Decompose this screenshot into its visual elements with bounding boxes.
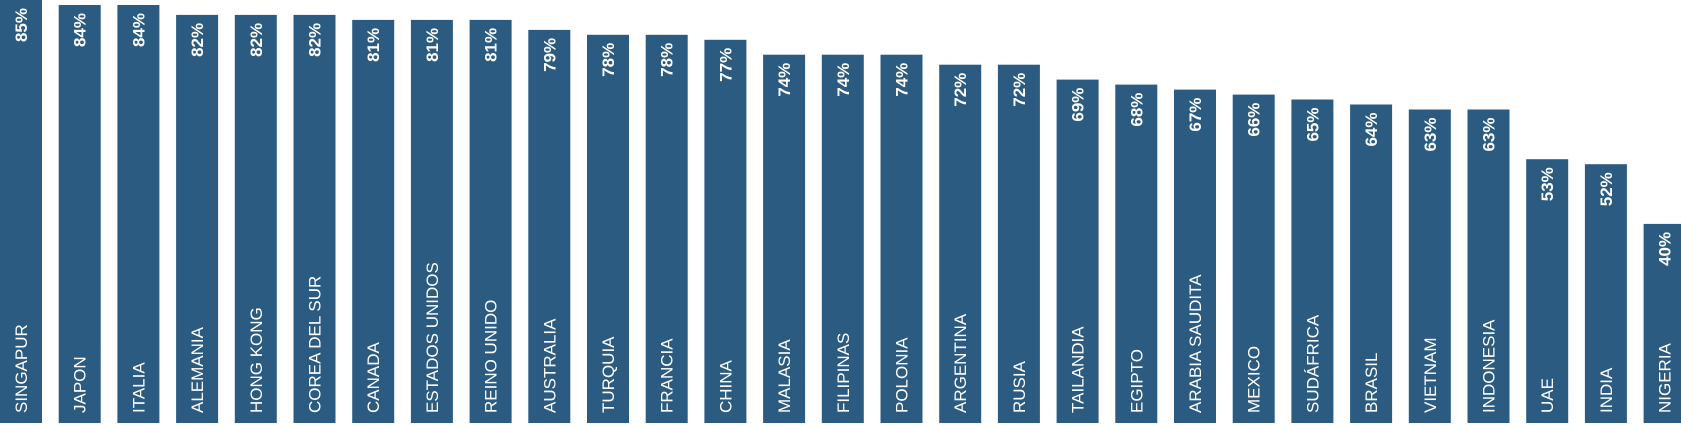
bar-brasil bbox=[1350, 104, 1393, 423]
category-label: ITALIA bbox=[129, 362, 148, 413]
bar-rusia bbox=[997, 64, 1040, 423]
category-label: POLONIA bbox=[893, 337, 912, 413]
category-label: EGIPTO bbox=[1127, 349, 1146, 413]
bar-malasia bbox=[763, 54, 806, 423]
value-label: 82% bbox=[247, 23, 266, 57]
category-label: AUSTRALIA bbox=[540, 318, 559, 413]
bar-canada bbox=[352, 19, 395, 424]
bar-egipto bbox=[1115, 84, 1158, 423]
category-label: HONG KONG bbox=[247, 307, 266, 413]
bar-nigeria bbox=[1643, 223, 1681, 423]
value-label: 69% bbox=[1069, 88, 1088, 122]
value-label: 52% bbox=[1597, 172, 1616, 206]
category-label: UAE bbox=[1538, 378, 1557, 413]
value-label: 85% bbox=[12, 8, 31, 42]
category-label: INDIA bbox=[1597, 367, 1616, 413]
value-label: 68% bbox=[1127, 93, 1146, 127]
bar-indonesia bbox=[1467, 109, 1510, 423]
category-label: ARGENTINA bbox=[951, 313, 970, 413]
category-label: INDONESIA bbox=[1480, 319, 1499, 413]
bar-sudáfrica bbox=[1291, 99, 1334, 423]
bar-reino-unido bbox=[469, 19, 512, 424]
value-label: 72% bbox=[1010, 73, 1029, 107]
bar-argentina bbox=[939, 64, 982, 423]
category-label: CANADA bbox=[364, 341, 383, 413]
value-label: 74% bbox=[834, 63, 853, 97]
value-label: 78% bbox=[599, 43, 618, 77]
value-label: 84% bbox=[129, 13, 148, 47]
category-label: NIGERIA bbox=[1656, 342, 1675, 413]
value-label: 72% bbox=[951, 73, 970, 107]
value-label: 81% bbox=[364, 28, 383, 62]
value-label: 53% bbox=[1538, 167, 1557, 201]
category-label: JAPON bbox=[71, 356, 90, 413]
value-label: 66% bbox=[1245, 103, 1264, 137]
bar-china bbox=[704, 39, 747, 424]
category-label: ALEMANIA bbox=[188, 326, 207, 413]
category-label: VIETNAM bbox=[1421, 337, 1440, 413]
bar-alemania bbox=[176, 14, 219, 424]
value-label: 78% bbox=[658, 43, 677, 77]
bar-turquia bbox=[587, 34, 629, 424]
bar-singapur bbox=[0, 0, 42, 423]
bar-tailandia bbox=[1056, 79, 1099, 423]
category-label: MALASIA bbox=[775, 339, 794, 413]
value-label: 77% bbox=[716, 48, 735, 82]
value-label: 82% bbox=[306, 23, 325, 57]
category-label: SINGAPUR bbox=[12, 324, 31, 413]
category-label: COREA DEL SUR bbox=[306, 276, 325, 413]
value-label: 67% bbox=[1186, 98, 1205, 132]
category-label: ARABIA SAUDITA bbox=[1186, 274, 1205, 413]
bar-japon bbox=[58, 5, 101, 423]
category-label: ESTADOS UNIDOS bbox=[423, 262, 442, 413]
value-label: 81% bbox=[482, 28, 501, 62]
bar-australia bbox=[528, 29, 571, 424]
value-label: 63% bbox=[1480, 118, 1499, 152]
bar-corea-del-sur bbox=[293, 14, 336, 424]
value-label: 65% bbox=[1303, 108, 1322, 142]
category-label: SUDÁFRICA bbox=[1303, 314, 1322, 413]
bar-polonia bbox=[880, 54, 923, 423]
category-label: MEXICO bbox=[1245, 346, 1264, 413]
category-label: TAILANDIA bbox=[1069, 326, 1088, 413]
category-label: BRASIL bbox=[1362, 353, 1381, 413]
value-label: 40% bbox=[1656, 232, 1675, 266]
category-label: RUSIA bbox=[1010, 360, 1029, 413]
category-label: REINO UNIDO bbox=[482, 300, 501, 413]
bar-italia bbox=[117, 5, 160, 423]
bar-francia bbox=[645, 34, 688, 424]
value-label: 64% bbox=[1362, 113, 1381, 147]
bar-uae bbox=[1526, 159, 1569, 423]
category-label: CHINA bbox=[716, 359, 735, 413]
value-label: 84% bbox=[71, 13, 90, 47]
bar-vietnam bbox=[1408, 109, 1451, 423]
bar-india bbox=[1584, 164, 1627, 423]
bar-filipinas bbox=[821, 54, 864, 423]
category-label: FILIPINAS bbox=[834, 333, 853, 413]
value-label: 82% bbox=[188, 23, 207, 57]
value-label: 81% bbox=[423, 28, 442, 62]
bar-estados-unidos bbox=[410, 19, 453, 424]
value-label: 74% bbox=[775, 63, 794, 97]
value-label: 63% bbox=[1421, 118, 1440, 152]
bar-mexico bbox=[1232, 94, 1275, 423]
bar-arabia-saudita bbox=[1174, 89, 1216, 423]
value-label: 74% bbox=[893, 63, 912, 97]
bar-hong-kong bbox=[234, 14, 277, 424]
category-label: TURQUIA bbox=[599, 336, 618, 413]
category-label: FRANCIA bbox=[658, 338, 677, 413]
value-label: 79% bbox=[540, 38, 559, 72]
